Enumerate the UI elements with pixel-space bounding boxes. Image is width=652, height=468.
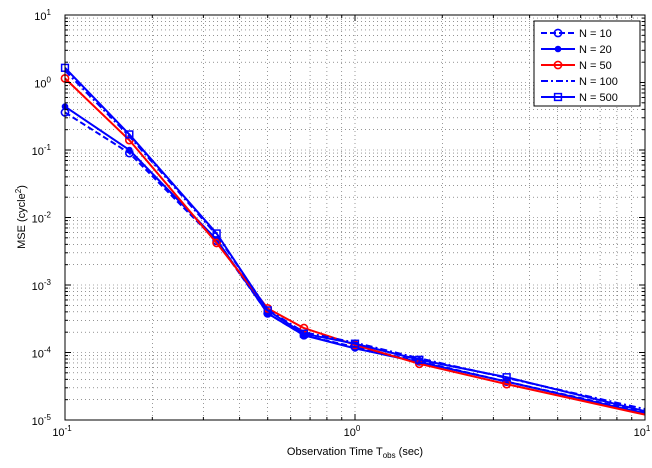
series-layer bbox=[60, 63, 646, 416]
legend-label: N = 500 bbox=[579, 92, 618, 104]
series-line bbox=[64, 69, 646, 411]
legend: N = 10 N = 20 N = 50 N = 100 N = 500 bbox=[533, 20, 641, 107]
x-tick-label-exponent: 0 bbox=[356, 424, 361, 433]
legend-marker bbox=[553, 92, 563, 102]
y-axis-label-tail: ) bbox=[16, 185, 28, 189]
x-tick-label-exponent: 1 bbox=[646, 424, 651, 433]
data-point bbox=[212, 229, 221, 238]
y-tick-label: 10-3 bbox=[32, 278, 52, 293]
y-axis-label-superscript: 2 bbox=[14, 188, 23, 193]
y-tick-label-base: 10 bbox=[32, 349, 44, 361]
data-point bbox=[415, 355, 424, 364]
x-tick-label-base: 10 bbox=[52, 427, 64, 439]
legend-box bbox=[533, 20, 641, 107]
y-tick-label-exponent: -5 bbox=[44, 413, 52, 422]
x-tick-label: 10-1 bbox=[52, 424, 72, 439]
x-tick-label-base: 10 bbox=[634, 427, 646, 439]
y-tick-label: 101 bbox=[34, 8, 51, 23]
legend-marker bbox=[554, 45, 562, 53]
y-tick-label-exponent: -3 bbox=[44, 278, 52, 287]
legend-item: N = 20 bbox=[541, 44, 612, 56]
y-tick-label-base: 10 bbox=[32, 146, 44, 158]
data-point bbox=[263, 306, 272, 315]
data-point bbox=[126, 146, 133, 154]
x-axis-label-tail: (sec) bbox=[396, 446, 424, 458]
x-axis-label-subscript: obs bbox=[383, 451, 396, 460]
x-axis-label-main: Observation Time T bbox=[287, 446, 383, 458]
y-axis-label-main: MSE (cycle bbox=[16, 193, 28, 249]
data-point bbox=[350, 339, 360, 348]
y-tick-label-base: 10 bbox=[34, 11, 46, 23]
data-point bbox=[125, 130, 134, 139]
legend-label: N = 20 bbox=[579, 44, 612, 56]
y-tick-label-exponent: 0 bbox=[47, 76, 52, 85]
y-tick-label: 10-2 bbox=[32, 211, 52, 226]
y-axis-label: MSE (cycle2) bbox=[14, 185, 28, 249]
y-tick-label: 10-1 bbox=[32, 143, 52, 158]
x-tick-label-base: 10 bbox=[344, 427, 356, 439]
y-tick-label-base: 10 bbox=[34, 79, 46, 91]
series-line bbox=[64, 77, 646, 416]
data-point bbox=[502, 373, 511, 382]
x-tick-label: 101 bbox=[634, 424, 651, 439]
data-point bbox=[299, 329, 309, 338]
series-4 bbox=[64, 69, 646, 411]
legend-items: N = 10 N = 20 N = 50 N = 100 N = 500 bbox=[541, 28, 618, 104]
series-line bbox=[64, 67, 646, 413]
legend-item: N = 50 bbox=[541, 60, 612, 72]
legend-item: N = 100 bbox=[541, 76, 618, 88]
y-tick-label: 10-5 bbox=[32, 413, 52, 428]
x-axis-label: Observation Time Tobs (sec) bbox=[287, 446, 423, 460]
y-tick-label-base: 10 bbox=[32, 416, 44, 428]
legend-item: N = 10 bbox=[541, 28, 612, 40]
x-tick-label: 100 bbox=[344, 424, 361, 439]
y-tick-label-exponent: 1 bbox=[47, 8, 52, 17]
legend-marker bbox=[553, 28, 563, 38]
y-tick-label: 100 bbox=[34, 76, 51, 91]
axis-ticks bbox=[64, 14, 646, 421]
data-point bbox=[212, 238, 222, 248]
y-tick-label: 10-4 bbox=[32, 346, 52, 361]
x-tick-label-exponent: -1 bbox=[65, 424, 73, 433]
legend-item: N = 500 bbox=[541, 92, 618, 104]
legend-marker bbox=[553, 60, 563, 70]
y-tick-label-exponent: -4 bbox=[44, 346, 52, 355]
legend-label: N = 100 bbox=[579, 76, 618, 88]
y-tick-label-base: 10 bbox=[32, 214, 44, 226]
legend-label: N = 50 bbox=[579, 60, 612, 72]
y-tick-label-exponent: -2 bbox=[44, 211, 52, 220]
y-tick-label-base: 10 bbox=[32, 281, 44, 293]
legend-label: N = 10 bbox=[579, 28, 612, 40]
y-tick-label-exponent: -1 bbox=[44, 143, 52, 152]
